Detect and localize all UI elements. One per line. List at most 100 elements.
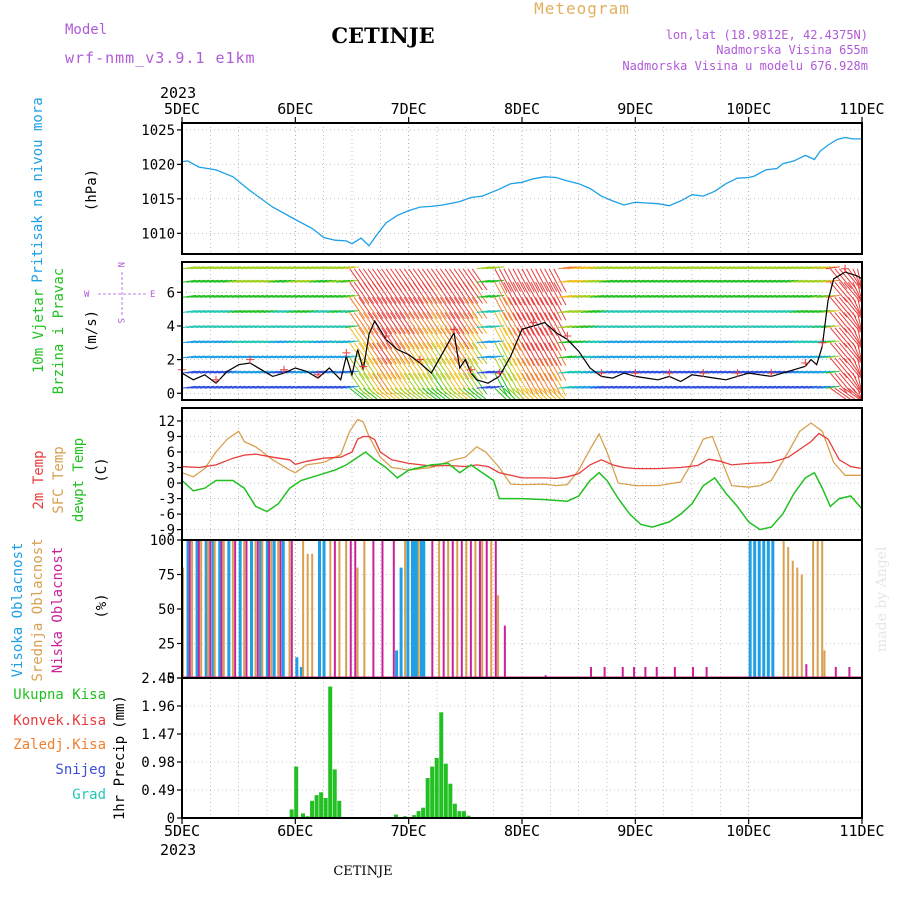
wind-barb (829, 268, 848, 289)
wind-barb (222, 355, 237, 359)
wind-gust-marker (631, 369, 640, 378)
wind-barb (847, 327, 863, 348)
wind-barb (816, 370, 831, 374)
wind-barb (608, 279, 623, 283)
wind-barb (476, 385, 491, 389)
wind-barb (784, 340, 799, 344)
wind-barb (694, 294, 709, 298)
wind-barb (558, 325, 573, 329)
temp-label-2: SFC Temp (51, 446, 67, 513)
compass-n: N (115, 262, 125, 267)
wind-barb (299, 355, 314, 359)
wind-barb (485, 266, 500, 270)
cloud-bar (692, 666, 694, 678)
precip-bar (416, 811, 421, 818)
cloud-bar (231, 540, 234, 678)
precip-bar (289, 809, 294, 818)
temp-label-1: 2m Temp (31, 450, 47, 509)
wind-barb (439, 357, 456, 380)
wind-barb (476, 310, 491, 313)
wind-barb (299, 385, 314, 389)
wind-barb (317, 266, 332, 270)
wind-barb (553, 281, 567, 306)
wind-barb (571, 266, 586, 270)
wind-barb (535, 372, 549, 397)
wind-barb (807, 279, 822, 283)
wind-barb (390, 387, 406, 401)
wind-barb (793, 279, 808, 283)
wind-barb (408, 387, 424, 401)
wind-barb (793, 385, 808, 389)
wind-barb (481, 325, 496, 329)
wind-barb (390, 357, 406, 380)
wind-barb (322, 310, 337, 313)
wind-barb (775, 310, 790, 313)
wind-barb (286, 310, 301, 313)
wind-barb (703, 340, 718, 344)
y-tick-label: 1.47 (141, 727, 175, 743)
wind-barb (676, 310, 691, 313)
pressure-unit: (hPa) (84, 169, 100, 211)
wind-barb (236, 310, 251, 313)
cloud-bar (333, 540, 336, 678)
wind-barb (213, 325, 228, 329)
wind-barb (789, 310, 804, 313)
wind-barb (245, 279, 260, 283)
wind-barb (612, 279, 627, 283)
wind-barb (245, 340, 260, 344)
wind-barb (367, 357, 384, 380)
wind-barb (666, 340, 682, 344)
wind-barb (408, 357, 424, 380)
wind-gust-marker (382, 332, 390, 341)
wind-barb (548, 281, 562, 306)
wind-barb (331, 385, 346, 389)
y-tick-label: 9 (167, 429, 175, 445)
wind-barb (195, 340, 210, 344)
wind-barb (430, 297, 447, 319)
wind-barb (494, 372, 508, 397)
wind-barb (313, 340, 328, 344)
precip-bar (461, 811, 466, 818)
wind-barb (485, 340, 500, 344)
cloud-bar (791, 560, 794, 678)
wind-barb (585, 325, 600, 329)
cloud-bar (420, 540, 423, 678)
x-day-label-bottom: 7DEC (391, 822, 427, 840)
wind-barb (821, 325, 836, 329)
wind-barb (580, 385, 595, 389)
wind-barb (657, 279, 672, 283)
wind-barb (299, 310, 314, 313)
wind-barb (349, 327, 366, 350)
wind-barb (707, 325, 722, 329)
wind-barb (227, 294, 242, 298)
wind-barb (775, 266, 790, 270)
wind-barb (721, 325, 736, 329)
wind-barb (268, 355, 283, 359)
wind-barb (548, 268, 562, 292)
wind-barb (349, 297, 366, 319)
wind-barb (748, 370, 763, 374)
cloud-bar (469, 540, 472, 678)
wind-barb (739, 294, 754, 298)
wind-barb (462, 281, 479, 304)
cloud-bar (295, 657, 299, 678)
wind-barb (689, 279, 704, 283)
x-day-label-top: 6DEC (277, 100, 313, 118)
wind-barb (644, 294, 659, 298)
wind-barb (471, 268, 488, 291)
wind-barb (676, 340, 691, 344)
wind-barb (435, 342, 452, 365)
cloud-bar (209, 540, 212, 678)
wind-barb (258, 310, 274, 313)
wind-barb (481, 266, 496, 270)
wind-barb (852, 357, 863, 379)
wind-barb (471, 327, 488, 350)
wind-barb (644, 385, 659, 389)
plot-layer: 1010 1015 1020 1025 5DEC 6DEC 7DEC 8DEC 9DEC 10DE… (141, 100, 884, 840)
wind-barb (648, 385, 663, 389)
wind-barb (209, 355, 224, 359)
wind-barb (789, 385, 804, 389)
wind-barb (408, 297, 424, 319)
wind-barb (181, 355, 196, 359)
wind-barb (585, 266, 600, 270)
